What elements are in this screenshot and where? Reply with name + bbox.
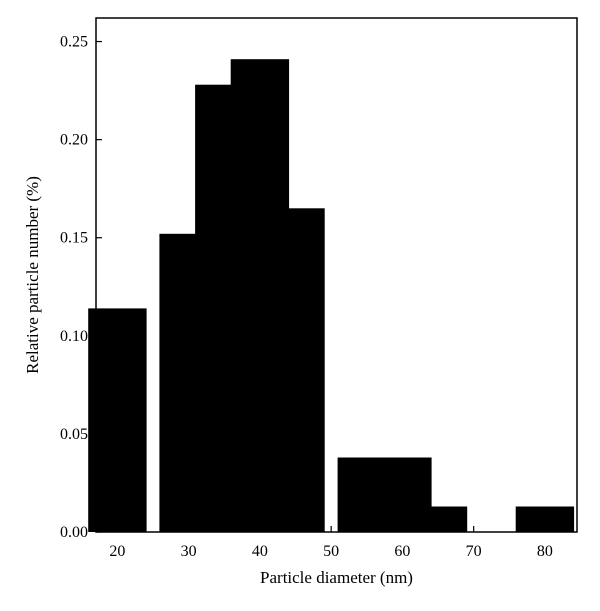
x-tick-label: 30 [181,543,197,560]
y-axis-ticks: 0.00 0.05 0.10 0.15 0.20 0.25 [60,34,102,541]
y-tick-label: 0.25 [60,34,88,51]
y-tick-label: 0.20 [60,132,88,149]
bars-group [88,59,575,533]
x-tick-label: 80 [537,543,553,560]
x-axis-label: Particle diameter (nm) [260,568,413,587]
x-tick-label: 70 [466,543,482,560]
bar-20 [88,308,147,532]
x-tick-label: 20 [109,543,125,560]
y-tick-label: 0.15 [60,230,88,247]
y-tick-label: 0.00 [60,524,88,541]
bar-45 [266,208,325,533]
y-tick-label: 0.05 [60,426,88,443]
y-tick-label: 0.10 [60,328,88,345]
x-tick-label: 60 [394,543,410,560]
plot-frame [95,17,578,533]
x-tick-label: 50 [323,543,339,560]
y-axis-label: Relative particle number (%) [23,176,42,374]
x-tick-label: 40 [252,543,268,560]
x-axis-ticks: 20 30 40 50 60 70 80 [109,526,553,560]
bar-65 [408,506,468,532]
